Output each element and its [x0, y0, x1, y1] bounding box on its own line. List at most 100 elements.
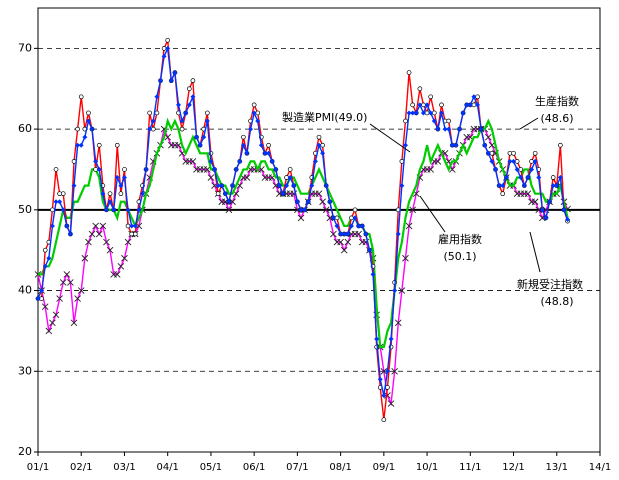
marker: [359, 223, 365, 229]
marker: [550, 175, 556, 180]
marker: [71, 183, 77, 189]
marker: [511, 158, 517, 164]
marker: [49, 319, 56, 327]
marker: [309, 183, 315, 189]
marker: [121, 254, 128, 262]
marker: [341, 231, 347, 237]
marker: [535, 206, 543, 214]
marker: [330, 230, 337, 238]
marker: [547, 199, 553, 205]
marker: [168, 78, 174, 84]
marker: [334, 223, 340, 229]
marker: [46, 255, 52, 261]
marker: [424, 102, 430, 108]
marker: [132, 231, 138, 237]
marker: [337, 238, 344, 246]
marker: [521, 183, 527, 189]
marker: [136, 207, 142, 213]
plot-frame: [37, 7, 601, 453]
marker: [161, 53, 167, 59]
marker: [132, 223, 138, 229]
marker: [60, 191, 66, 197]
marker: [100, 191, 106, 197]
marker: [478, 126, 484, 132]
marker: [420, 110, 426, 116]
marker: [446, 126, 452, 132]
marker: [449, 142, 455, 148]
x-tick-label: 05/1: [200, 462, 222, 473]
marker: [417, 86, 423, 92]
x-tick-label: 06/1: [243, 462, 265, 473]
marker: [262, 150, 268, 156]
x-tick-label: 04/1: [156, 462, 178, 473]
marker: [561, 207, 567, 213]
marker: [121, 175, 127, 181]
marker: [233, 166, 239, 172]
marker: [77, 287, 85, 294]
marker: [82, 134, 88, 140]
marker: [427, 166, 434, 173]
marker: [150, 118, 156, 124]
marker: [204, 118, 210, 124]
marker: [442, 126, 448, 132]
marker: [511, 150, 516, 156]
x-tick-label: 08/1: [329, 462, 351, 473]
marker: [165, 37, 171, 43]
marker: [280, 191, 286, 197]
annotation: 製造業PMI(49.0): [282, 110, 367, 124]
marker: [85, 238, 92, 246]
marker: [251, 102, 257, 108]
marker: [42, 247, 48, 253]
annotation-pointer: [519, 117, 539, 130]
marker: [394, 319, 402, 327]
marker: [64, 223, 70, 229]
marker: [384, 392, 391, 399]
marker: [204, 166, 211, 173]
marker: [266, 150, 272, 156]
marker: [117, 263, 125, 270]
annotation-pointer: [529, 231, 541, 273]
marker: [518, 175, 524, 181]
marker: [125, 207, 131, 213]
line: [37, 45, 569, 396]
marker: [243, 174, 251, 181]
marker: [41, 303, 49, 311]
marker: [460, 110, 466, 116]
marker: [164, 133, 172, 141]
x-tick-label: 13/1: [546, 462, 568, 473]
marker: [107, 199, 113, 205]
marker: [45, 327, 53, 335]
marker: [428, 110, 434, 116]
marker: [531, 198, 539, 206]
marker: [118, 191, 124, 197]
line: [37, 126, 569, 407]
marker: [384, 368, 390, 374]
marker: [539, 207, 545, 213]
marker: [302, 207, 308, 213]
marker: [59, 279, 67, 286]
marker: [114, 142, 120, 148]
marker: [402, 142, 408, 148]
marker: [190, 94, 196, 100]
marker: [89, 126, 95, 132]
marker: [345, 231, 351, 237]
annotation-pointer: [419, 195, 446, 233]
x-tick-label: 02/1: [70, 462, 92, 473]
marker: [287, 167, 293, 172]
marker: [352, 207, 358, 213]
x-tick-label: 09/1: [373, 462, 395, 473]
marker: [352, 215, 358, 221]
marker: [377, 376, 383, 382]
marker: [215, 183, 221, 189]
marker: [186, 102, 192, 108]
marker: [532, 158, 538, 164]
marker: [106, 246, 114, 254]
marker: [529, 166, 535, 172]
marker: [124, 238, 132, 246]
marker: [305, 199, 311, 205]
marker: [190, 78, 196, 84]
marker: [92, 222, 99, 230]
marker: [399, 183, 405, 189]
marker: [222, 191, 228, 197]
marker: [403, 118, 408, 124]
